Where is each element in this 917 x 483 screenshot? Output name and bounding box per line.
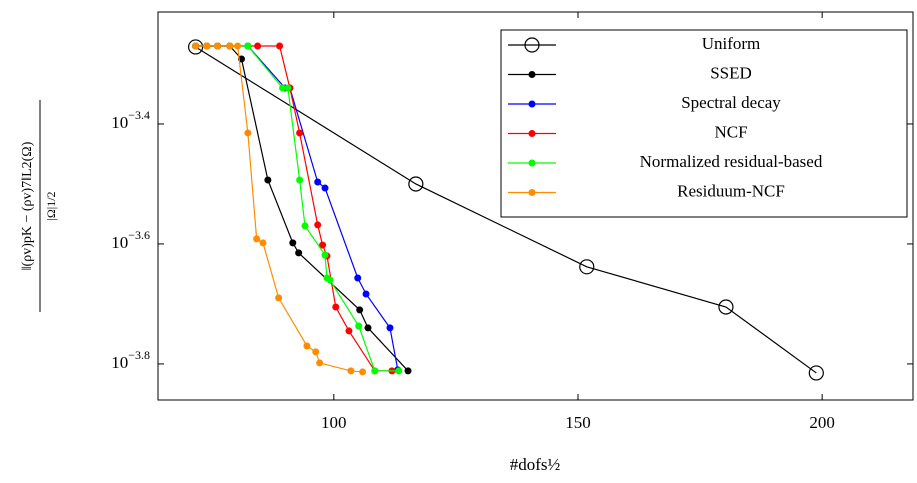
marker [408,176,424,192]
x-axis-label: #dofs½ [510,455,561,474]
legend-label: Residuum-NCF [677,181,785,200]
marker [404,367,412,375]
marker [321,251,329,259]
marker [214,42,222,50]
marker [284,84,292,92]
marker [332,303,340,311]
marker [356,306,364,314]
marker [326,276,334,284]
marker [276,42,284,50]
marker [718,299,734,315]
plot-frame [157,11,914,401]
marker [192,42,200,50]
marker [264,176,272,184]
x-tick-label: 150 [565,413,591,432]
series-line [195,46,817,374]
marker [301,222,309,230]
marker [354,274,362,282]
marker [314,221,322,229]
marker [279,84,287,92]
marker [386,324,394,332]
marker [295,249,303,257]
y-tick-label: 10−3.4 [111,108,150,132]
marker [314,178,322,186]
marker [312,348,320,356]
marker [303,342,311,350]
x-tick-label: 200 [809,413,835,432]
marker [528,71,536,78]
legend-label: Uniform [702,34,761,53]
y-axis-label-numerator: ‖(ρv)pK − (ρv)7‖L2(Ω) [20,141,35,270]
marker [188,39,204,55]
marker [808,365,824,381]
series-line [195,45,392,372]
marker [203,42,211,50]
marker [528,159,536,167]
marker [395,367,403,375]
y-axis-label-denominator: |Ω|1/2 [44,191,58,220]
marker [362,290,370,298]
series-line [195,45,409,372]
x-tick-label: 100 [321,413,347,432]
marker [528,130,536,137]
marker [289,239,297,247]
legend-label: Normalized residual-based [640,152,823,171]
plot-area [188,39,824,381]
marker [347,367,355,375]
legend-label: SSED [710,63,752,82]
y-tick-label: 10−3.8 [111,348,150,372]
series-line [195,45,399,372]
marker [321,184,329,192]
series-line [195,45,399,371]
legend-label: NCF [714,122,747,141]
marker [296,176,304,184]
marker [528,189,536,196]
marker [253,235,261,243]
legend-box [500,29,908,218]
marker [579,259,595,275]
marker [316,359,324,367]
marker [371,367,379,375]
marker [244,42,252,50]
marker [254,42,262,50]
marker [319,241,327,249]
marker [259,239,267,247]
marker [226,42,234,50]
y-tick-label: 10−3.6 [111,228,150,252]
marker [244,129,252,137]
marker [355,322,363,330]
marker [524,37,540,53]
marker [364,324,372,332]
marker [345,327,353,335]
marker [296,129,304,137]
legend-label: Spectral decay [681,93,781,112]
marker [528,100,536,108]
marker [275,294,283,302]
marker [359,368,367,376]
marker [234,42,242,50]
